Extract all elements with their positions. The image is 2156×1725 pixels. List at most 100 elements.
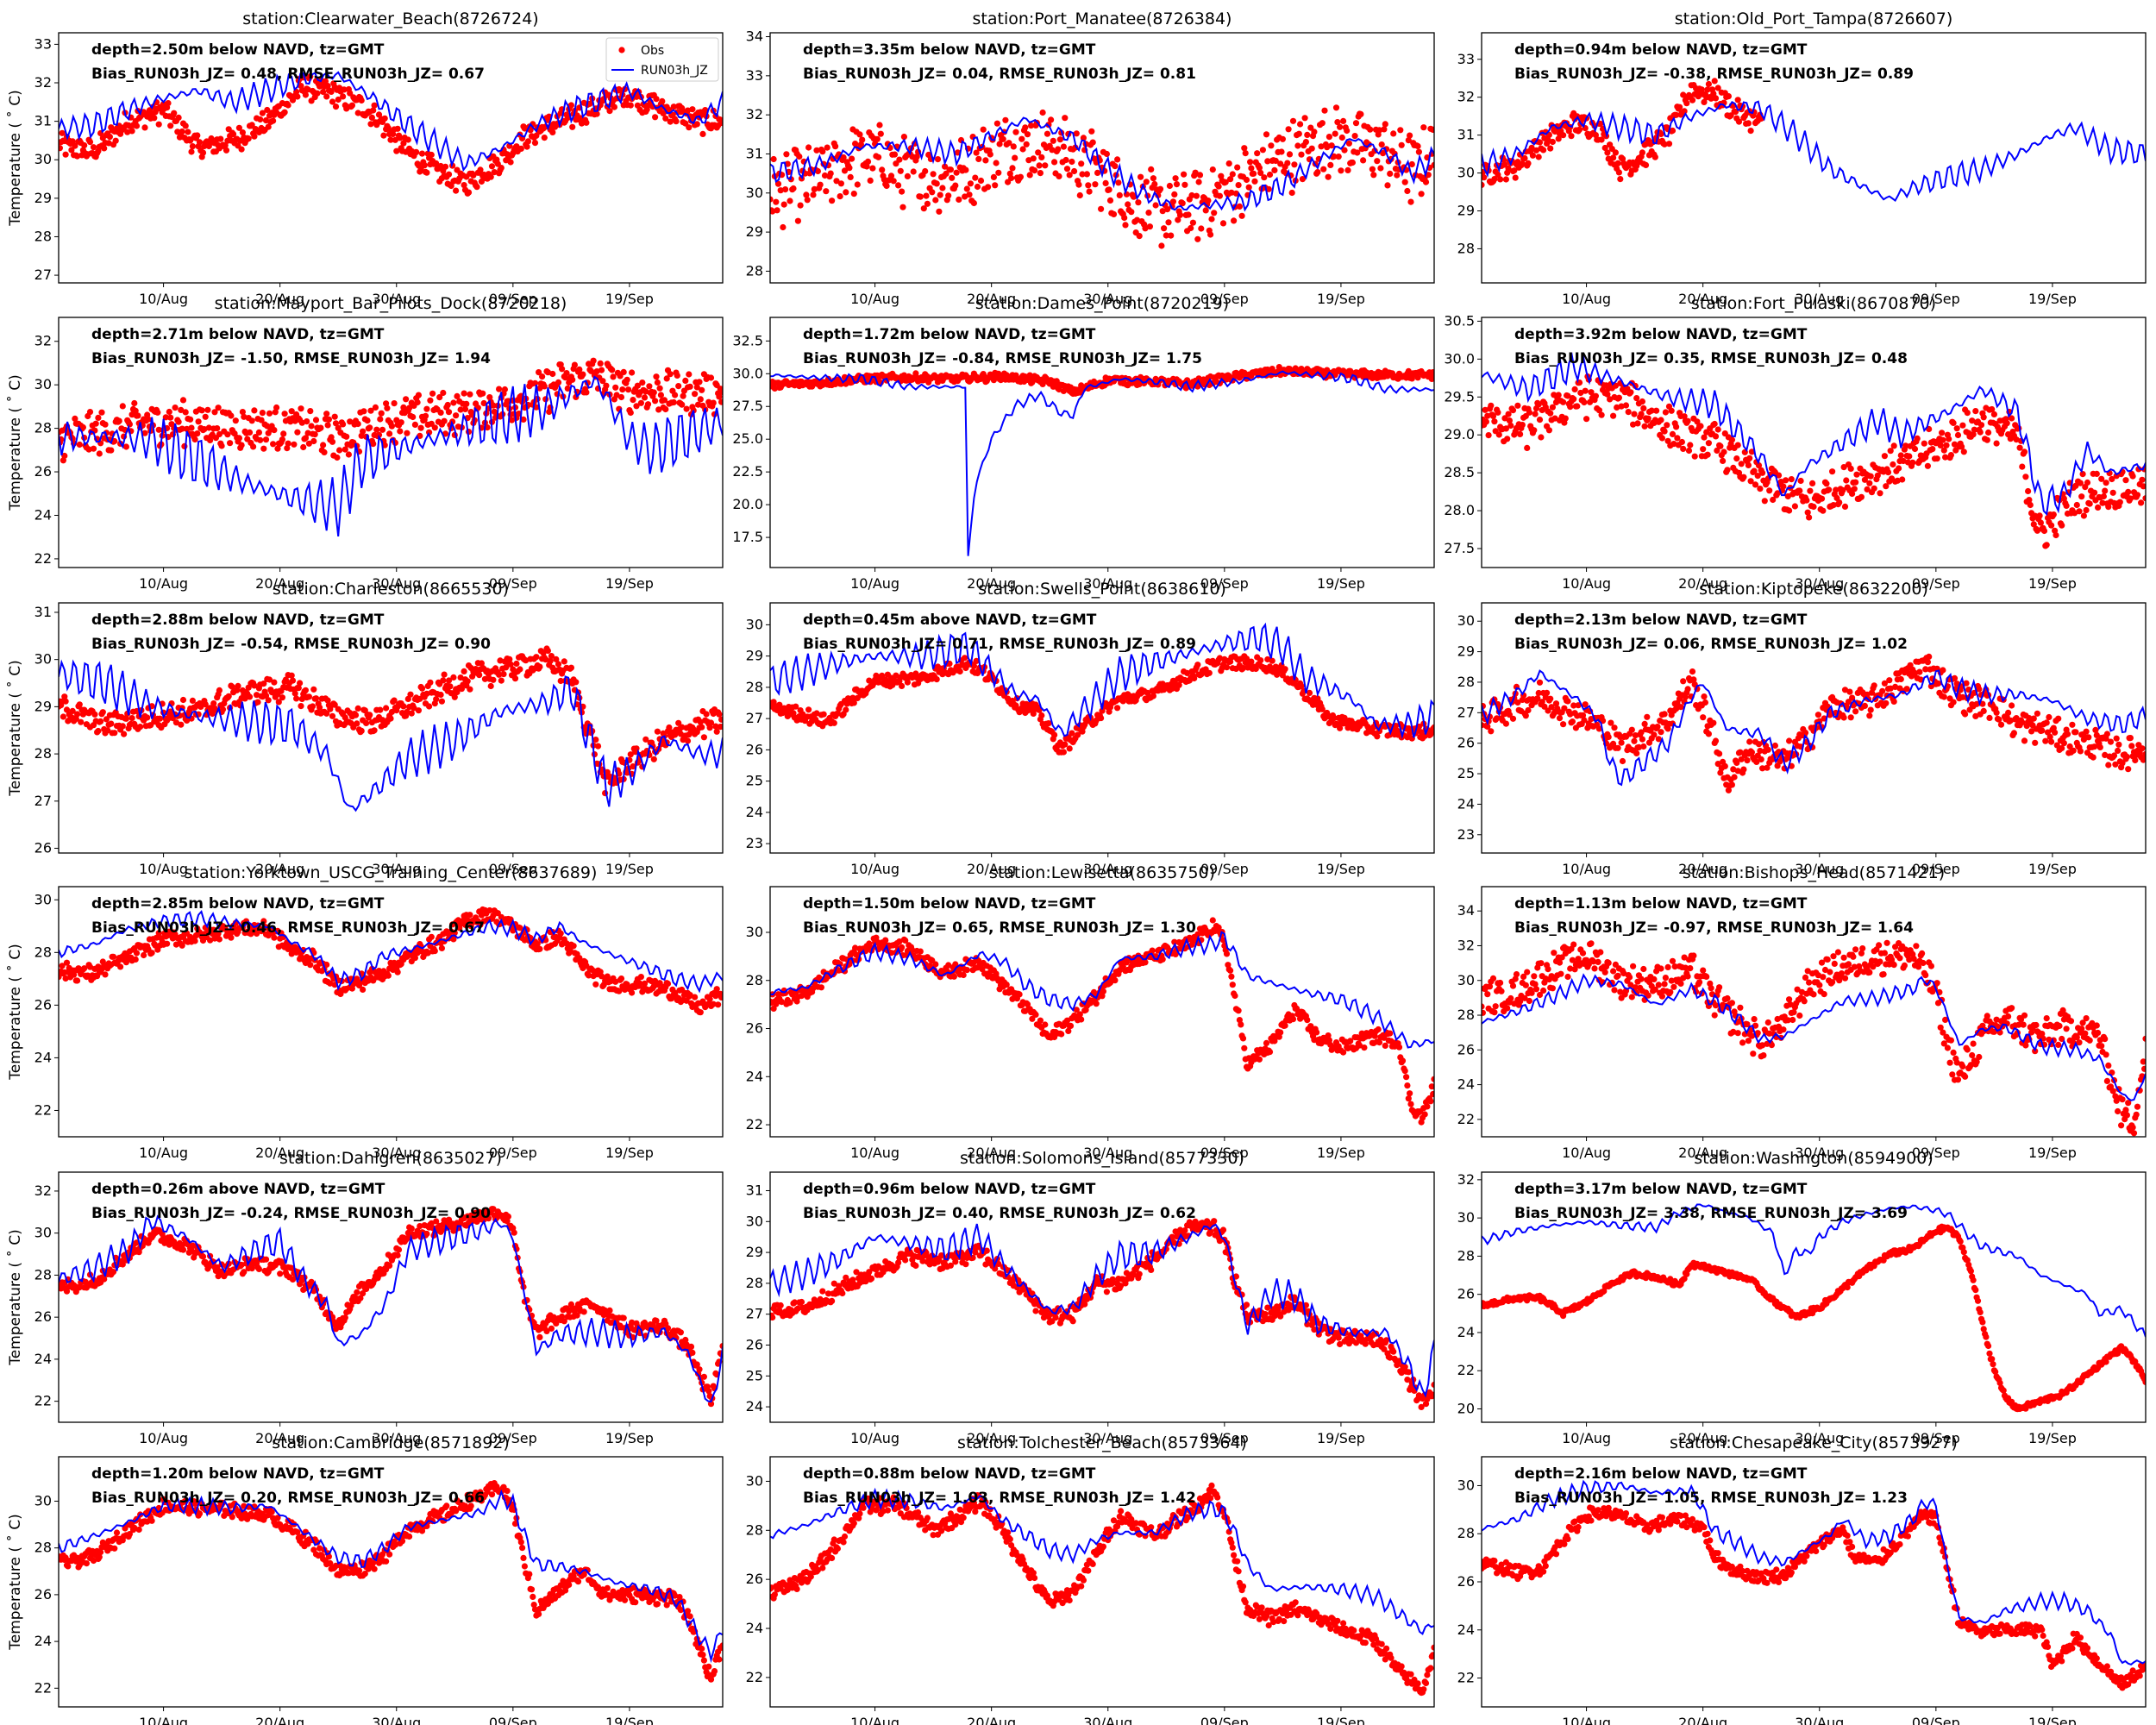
obs-point: [1969, 417, 1976, 424]
y-tick-label: 31: [746, 145, 763, 161]
obs-point: [867, 177, 874, 184]
obs-point: [1072, 144, 1079, 151]
obs-point: [436, 394, 443, 401]
obs-point: [1612, 149, 1619, 156]
obs-point: [1823, 480, 1830, 487]
obs-point: [1734, 442, 1741, 448]
obs-point: [1896, 465, 1902, 472]
obs-point: [1332, 104, 1340, 111]
obs-point: [441, 671, 448, 678]
obs-point: [179, 425, 185, 432]
obs-point: [196, 139, 204, 146]
obs-point: [1902, 442, 1909, 449]
obs-point: [1094, 169, 1101, 176]
obs-point: [76, 701, 83, 708]
obs-point: [1344, 127, 1351, 135]
obs-point: [1130, 193, 1138, 200]
obs-point: [103, 430, 110, 436]
obs-point: [1759, 469, 1766, 476]
obs-point: [1746, 455, 1753, 461]
x-tick-label: 09/Sep: [489, 861, 537, 877]
obs-point: [539, 373, 546, 380]
obs-point: [945, 192, 952, 199]
obs-point: [131, 399, 138, 407]
obs-point: [843, 706, 849, 713]
obs-point: [379, 426, 386, 433]
obs-point: [1959, 693, 1966, 700]
stats-annotation: Bias_RUN03h_JZ= -1.50, RMSE_RUN03h_JZ= 1…: [91, 350, 491, 367]
obs-point: [1705, 731, 1712, 737]
obs-point: [650, 756, 657, 762]
obs-point: [1243, 656, 1250, 662]
obs-point: [1711, 78, 1718, 85]
obs-point: [782, 186, 789, 193]
obs-point: [700, 734, 708, 741]
obs-point: [1886, 677, 1893, 684]
obs-point: [1051, 159, 1058, 166]
y-tick-label: 28.0: [1444, 502, 1475, 518]
x-tick-label: 30/Aug: [1795, 291, 1844, 307]
obs-point: [222, 147, 230, 154]
obs-point: [1189, 219, 1196, 226]
obs-point: [1691, 453, 1698, 460]
obs-point: [441, 417, 448, 424]
obs-point: [1547, 145, 1554, 152]
obs-point: [644, 401, 652, 408]
obs-point: [1911, 445, 1919, 453]
obs-point: [1338, 134, 1345, 141]
obs-point: [1615, 394, 1622, 401]
obs-point: [1405, 137, 1412, 144]
obs-point: [1000, 135, 1006, 142]
obs-point: [627, 102, 634, 109]
obs-point: [189, 143, 196, 150]
obs-point: [875, 154, 882, 160]
obs-point: [814, 167, 822, 175]
obs-point: [490, 402, 497, 409]
obs-point: [1128, 209, 1135, 216]
obs-point: [1360, 157, 1367, 164]
obs-point: [373, 426, 380, 433]
obs-point: [284, 445, 291, 452]
obs-point: [480, 399, 487, 407]
obs-point: [1324, 367, 1331, 373]
obs-point: [423, 169, 430, 176]
obs-point: [679, 401, 686, 408]
obs-point: [496, 671, 503, 678]
obs-point: [933, 676, 940, 683]
obs-point: [917, 193, 924, 200]
obs-point: [1152, 202, 1159, 209]
obs-point: [2003, 420, 2010, 427]
obs-point: [302, 435, 309, 442]
obs-point: [510, 666, 517, 673]
obs-point: [2102, 487, 2109, 494]
obs-point: [251, 682, 258, 689]
x-tick-label: 30/Aug: [1795, 575, 1844, 592]
obs-point: [59, 145, 63, 152]
obs-point: [1680, 445, 1687, 453]
obs-point: [367, 712, 373, 718]
plot-area: [1482, 351, 2146, 549]
panel-8: station:Swells_Point(8638610)23242526272…: [746, 580, 1435, 877]
obs-point: [1894, 477, 1901, 484]
obs-point: [1488, 728, 1495, 735]
x-tick-label: 10/Aug: [139, 291, 188, 307]
obs-point: [580, 371, 586, 378]
obs-point: [1655, 736, 1662, 743]
obs-point: [1724, 467, 1731, 474]
obs-point: [1056, 136, 1063, 143]
obs-point: [171, 110, 178, 116]
obs-point: [1654, 724, 1661, 731]
obs-point: [1755, 741, 1763, 748]
obs-point: [929, 189, 936, 196]
obs-point: [956, 668, 963, 675]
obs-point: [993, 160, 1000, 166]
obs-point: [1378, 141, 1385, 148]
obs-point: [1581, 398, 1588, 406]
obs-point: [1505, 165, 1512, 172]
obs-point: [1092, 181, 1099, 188]
obs-point: [667, 118, 674, 125]
obs-point: [703, 711, 710, 718]
obs-point: [288, 672, 295, 679]
obs-point: [719, 389, 723, 396]
obs-point: [331, 701, 338, 708]
